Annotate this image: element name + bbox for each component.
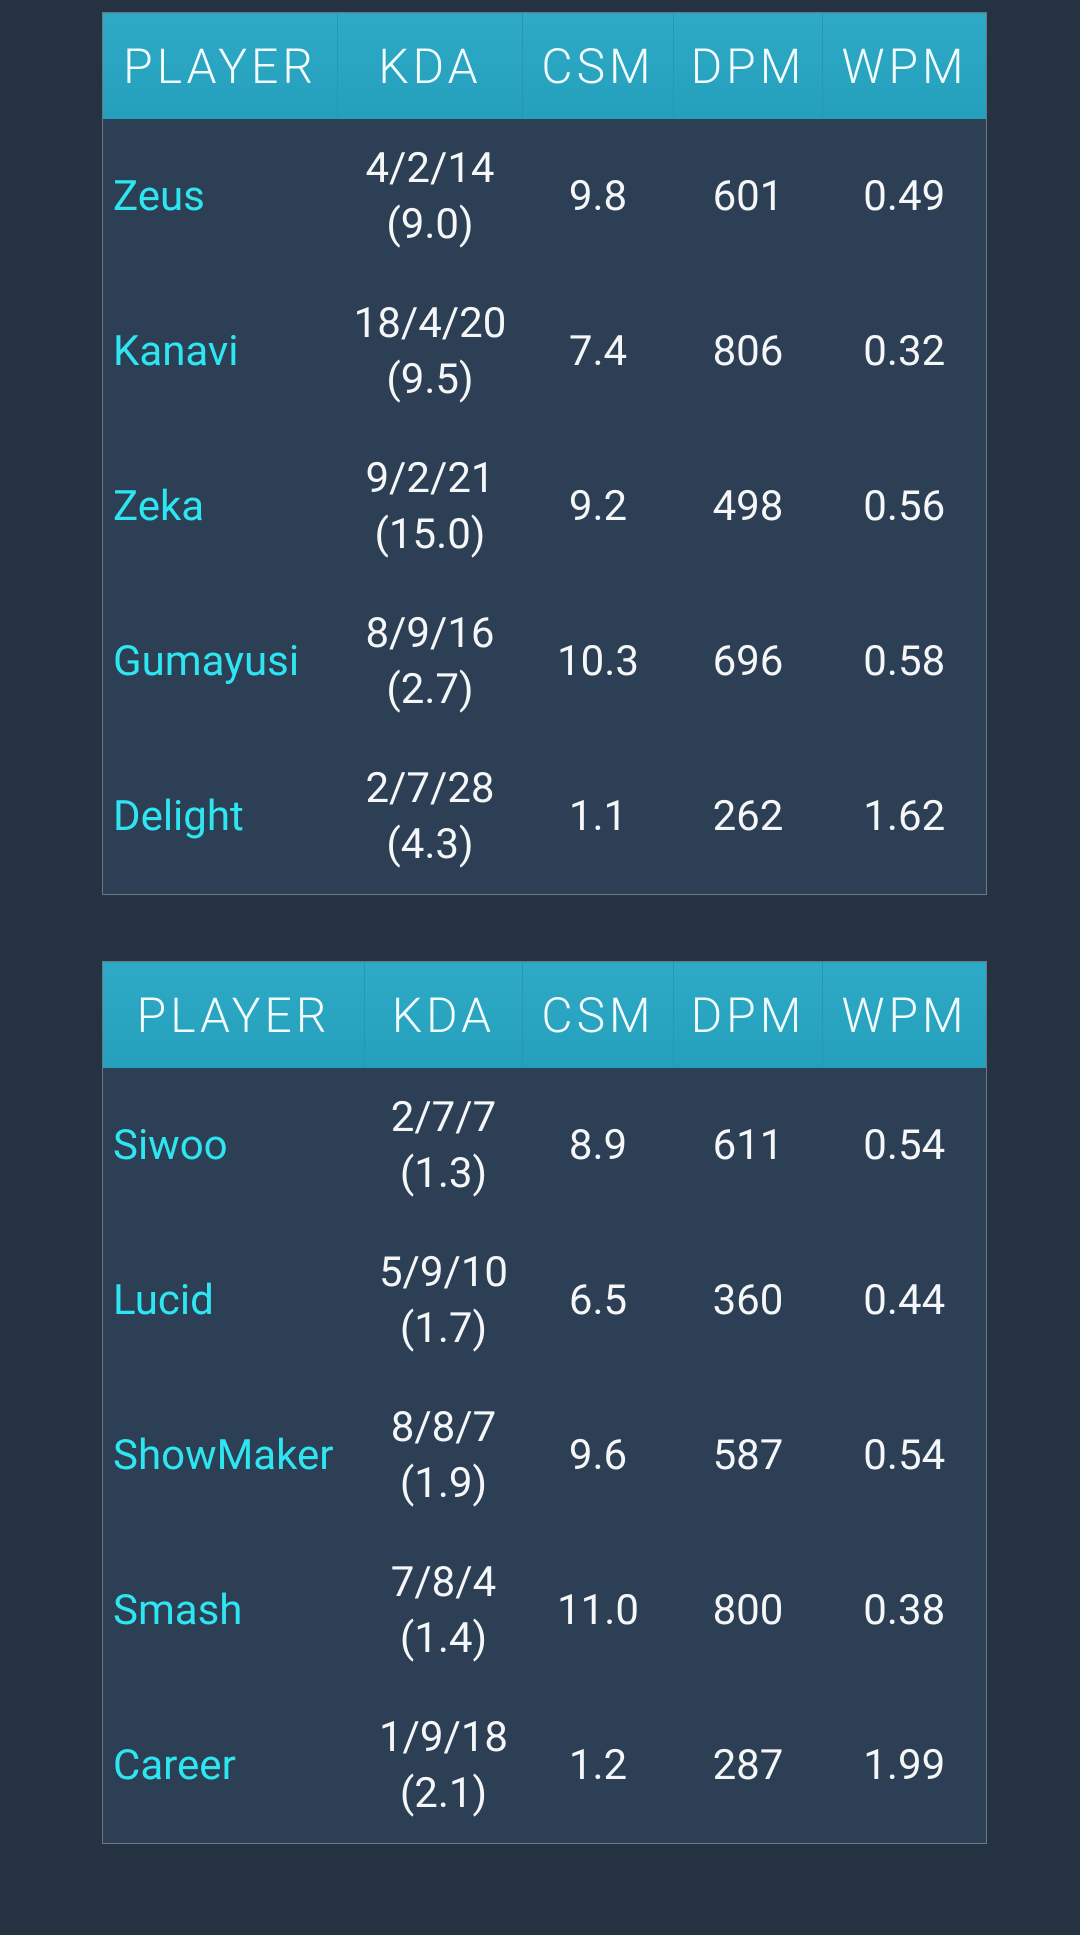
- kda-ratio: (2.1): [399, 1768, 488, 1818]
- wpm-cell: 0.38: [863, 1585, 946, 1635]
- table-header: PLAYER KDA CSM DPM WPM: [102, 961, 987, 1068]
- kda-cell: 2/7/28 (4.3): [338, 739, 523, 895]
- kda-ratio: (1.4): [399, 1613, 488, 1663]
- wpm-cell: 0.54: [863, 1430, 946, 1480]
- csm-cell: 7.4: [568, 326, 628, 376]
- kda-cell: 7/8/4 (1.4): [365, 1533, 523, 1688]
- dpm-cell: 498: [712, 481, 784, 531]
- player-row: Delight 2/7/28 (4.3) 1.1 262 1.62: [103, 739, 987, 895]
- csm-cell: 9.6: [568, 1430, 628, 1480]
- player-name: ShowMaker: [113, 1430, 334, 1480]
- player-name: Delight: [113, 791, 244, 841]
- column-header: PLAYER: [102, 961, 365, 1068]
- csm-cell: 9.2: [568, 481, 628, 531]
- kda-cell: 8/9/16 (2.7): [338, 584, 523, 739]
- player-name: Siwoo: [113, 1120, 228, 1170]
- player-row: Smash 7/8/4 (1.4) 11.0 800 0.38: [103, 1533, 987, 1688]
- player-row: ShowMaker 8/8/7 (1.9) 9.6 587 0.54: [103, 1378, 987, 1533]
- csm-cell: 1.1: [568, 791, 628, 841]
- kda-cell: 18/4/20 (9.5): [338, 274, 523, 429]
- kda-cell: 4/2/14 (9.0): [338, 119, 523, 274]
- column-header: CSM: [522, 12, 674, 119]
- kda-cell: 2/7/7 (1.3): [365, 1068, 523, 1223]
- player-row: Zeus 4/2/14 (9.0) 9.8 601 0.49: [103, 119, 987, 274]
- column-header: WPM: [822, 961, 987, 1068]
- kda-score: 2/7/28: [365, 763, 495, 813]
- column-header: PLAYER: [102, 12, 338, 119]
- dpm-cell: 262: [712, 791, 784, 841]
- player-name: Kanavi: [113, 326, 239, 376]
- dpm-cell: 601: [712, 171, 784, 221]
- column-header: DPM: [673, 961, 823, 1068]
- kda-ratio: (1.3): [399, 1148, 488, 1198]
- kda-ratio: (15.0): [374, 509, 486, 559]
- kda-score: 9/2/21: [365, 453, 495, 503]
- player-name: Smash: [113, 1585, 243, 1635]
- kda-score: 7/8/4: [390, 1557, 497, 1607]
- player-row: Zeka 9/2/21 (15.0) 9.2 498 0.56: [103, 429, 987, 584]
- wpm-cell: 1.62: [863, 791, 946, 841]
- dpm-cell: 800: [712, 1585, 784, 1635]
- kda-ratio: (1.9): [399, 1458, 488, 1508]
- player-name: Zeus: [113, 171, 205, 221]
- dpm-cell: 360: [712, 1275, 784, 1325]
- kda-cell: 1/9/18 (2.1): [365, 1688, 523, 1844]
- kda-score: 8/9/16: [365, 608, 495, 658]
- column-header: KDA: [364, 961, 523, 1068]
- table-body: Zeus 4/2/14 (9.0) 9.8 601 0.49 Kanavi 18/4/20 (9…: [103, 119, 987, 895]
- csm-cell: 9.8: [568, 171, 628, 221]
- kda-score: 5/9/10: [378, 1247, 509, 1297]
- kda-ratio: (4.3): [386, 819, 474, 869]
- dpm-cell: 587: [712, 1430, 784, 1480]
- player-row: Siwoo 2/7/7 (1.3) 8.9 611 0.54: [103, 1068, 987, 1223]
- csm-cell: 6.5: [568, 1275, 628, 1325]
- header-row: PLAYER KDA CSM DPM WPM: [102, 961, 987, 1068]
- kda-score: 18/4/20: [353, 298, 507, 348]
- player-name: Lucid: [113, 1275, 214, 1325]
- stats-table: PLAYER KDA CSM DPM WPM Siwoo 2/7/7 (1.3) 8.9 611 0…: [102, 961, 987, 1844]
- column-header: CSM: [522, 961, 674, 1068]
- dpm-cell: 611: [712, 1120, 784, 1170]
- kda-cell: 5/9/10 (1.7): [365, 1223, 523, 1378]
- wpm-cell: 0.58: [863, 636, 946, 686]
- player-name: Gumayusi: [113, 636, 300, 686]
- wpm-cell: 0.32: [863, 326, 946, 376]
- kda-ratio: (9.5): [386, 354, 474, 404]
- header-row: PLAYER KDA CSM DPM WPM: [102, 12, 987, 119]
- dpm-cell: 287: [712, 1740, 784, 1790]
- dpm-cell: 806: [712, 326, 784, 376]
- table-header: PLAYER KDA CSM DPM WPM: [102, 12, 987, 119]
- player-row: Lucid 5/9/10 (1.7) 6.5 360 0.44: [103, 1223, 987, 1378]
- player-name: Zeka: [113, 481, 205, 531]
- kda-ratio: (1.7): [399, 1303, 488, 1353]
- kda-score: 8/8/7: [390, 1402, 497, 1452]
- player-row: Gumayusi 8/9/16 (2.7) 10.3 696 0.58: [103, 584, 987, 739]
- wpm-cell: 0.49: [863, 171, 946, 221]
- csm-cell: 1.2: [568, 1740, 628, 1790]
- wpm-cell: 0.56: [863, 481, 946, 531]
- wpm-cell: 0.44: [863, 1275, 946, 1325]
- dpm-cell: 696: [712, 636, 784, 686]
- csm-cell: 11.0: [557, 1585, 639, 1635]
- column-header: DPM: [673, 12, 823, 119]
- kda-cell: 9/2/21 (15.0): [338, 429, 523, 584]
- kda-score: 2/7/7: [390, 1092, 497, 1142]
- stats-table: PLAYER KDA CSM DPM WPM Zeus 4/2/14 (9.0) 9.8 601 0…: [102, 12, 987, 895]
- kda-cell: 8/8/7 (1.9): [365, 1378, 523, 1533]
- kda-score: 1/9/18: [378, 1712, 509, 1762]
- kda-ratio: (9.0): [386, 199, 474, 249]
- table-body: Siwoo 2/7/7 (1.3) 8.9 611 0.54 Lucid 5/9/10 (1.7…: [103, 1068, 987, 1844]
- player-name: Career: [113, 1740, 236, 1790]
- kda-score: 4/2/14: [365, 143, 495, 193]
- wpm-cell: 0.54: [863, 1120, 946, 1170]
- column-header: KDA: [337, 12, 523, 119]
- column-header: WPM: [822, 12, 987, 119]
- player-row: Career 1/9/18 (2.1) 1.2 287 1.99: [103, 1688, 987, 1844]
- wpm-cell: 1.99: [863, 1740, 946, 1790]
- kda-ratio: (2.7): [386, 664, 474, 714]
- player-row: Kanavi 18/4/20 (9.5) 7.4 806 0.32: [103, 274, 987, 429]
- csm-cell: 10.3: [557, 636, 639, 686]
- csm-cell: 8.9: [568, 1120, 628, 1170]
